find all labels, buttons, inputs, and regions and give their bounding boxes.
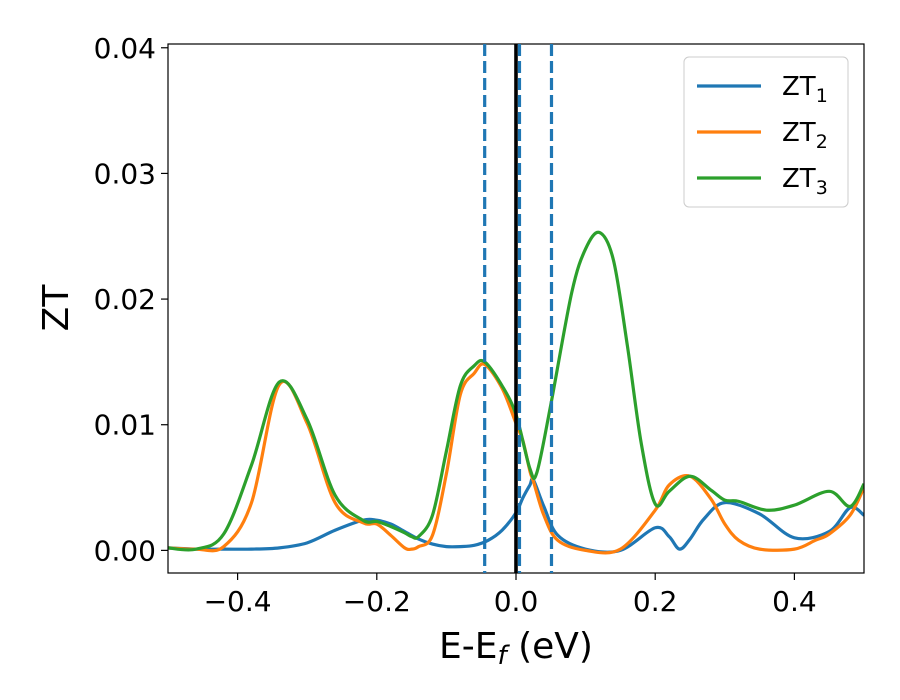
legend-label-sub: 1: [816, 85, 828, 107]
y-tick-label: 0.04: [94, 32, 156, 65]
x-axis-label-main: E-E: [439, 626, 497, 667]
series-line-zt2: [168, 362, 864, 555]
x-tick-label: 0.4: [772, 585, 817, 618]
x-tick-label: 0.0: [494, 585, 539, 618]
legend-label-sub: 3: [816, 177, 828, 199]
y-axis-label: ZT: [36, 284, 77, 332]
x-tick-label: 0.2: [633, 585, 678, 618]
y-tick-label: 0.01: [94, 409, 156, 442]
vertical-lines: [483, 44, 554, 573]
x-tick-label: −0.4: [204, 585, 272, 618]
y-axis-ticks: 0.00 0.01 0.02 0.03 0.04: [94, 32, 168, 567]
y-tick-label: 0.03: [94, 157, 156, 190]
legend-label-zt2: ZT2: [782, 118, 828, 153]
x-tick-label: −0.2: [343, 585, 411, 618]
legend-label-main: ZT: [782, 118, 816, 148]
legend-box: [683, 56, 849, 208]
legend-label-main: ZT: [782, 164, 816, 194]
legend-label-sub: 2: [816, 131, 828, 153]
legend-label-main: ZT: [782, 72, 816, 102]
x-axis-label-unit: (eV): [507, 626, 593, 667]
legend-label-zt1: ZT1: [782, 72, 828, 107]
y-tick-label: 0.02: [94, 283, 156, 316]
y-tick-label: 0.00: [94, 534, 156, 567]
legend-label-zt3: ZT3: [782, 164, 828, 199]
x-axis-label: E-Ef (eV): [439, 626, 593, 671]
series-line-zt3: [168, 230, 864, 552]
x-axis-ticks: −0.4 −0.2 0.0 0.2 0.4: [204, 573, 817, 618]
